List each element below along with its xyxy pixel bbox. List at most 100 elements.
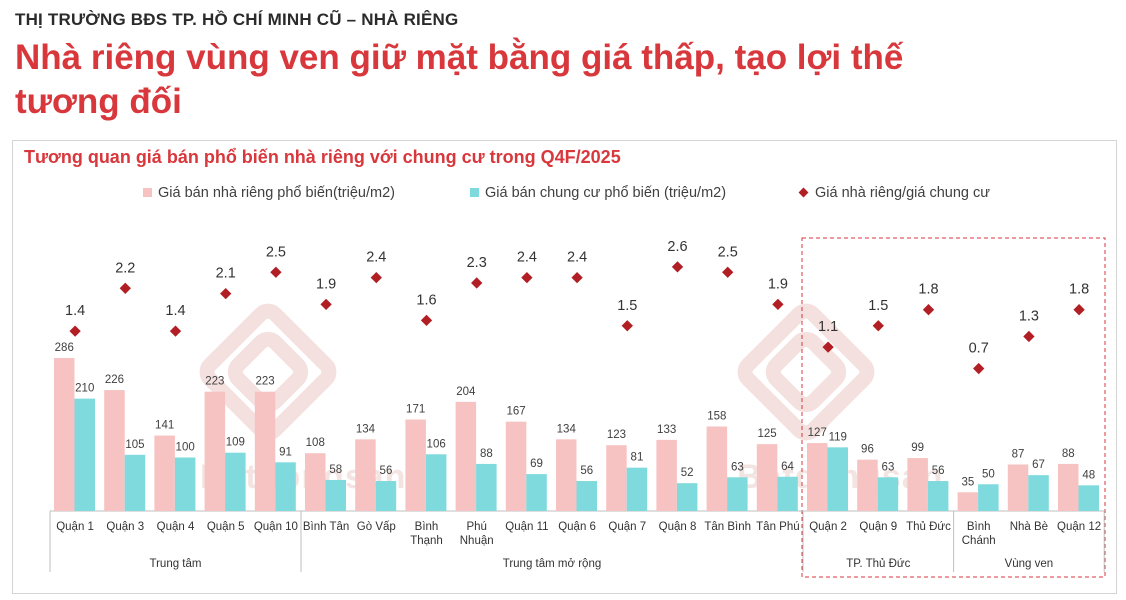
bar-condo bbox=[827, 447, 848, 511]
ratio-marker bbox=[69, 325, 81, 337]
category-label: Quận 1 bbox=[56, 521, 94, 533]
category-label: Phú bbox=[466, 521, 486, 533]
ratio-label: 0.7 bbox=[969, 341, 989, 357]
category-label: Tân Phú bbox=[756, 521, 799, 533]
bar-label-condo: 119 bbox=[829, 431, 847, 443]
bar-house bbox=[104, 390, 125, 511]
bar-label-condo: 64 bbox=[781, 461, 794, 473]
bar-house bbox=[455, 401, 477, 511]
bar-label-house: 125 bbox=[757, 428, 776, 440]
bar-condo bbox=[174, 457, 196, 511]
ratio-marker bbox=[169, 325, 182, 337]
category-label: Bình Tân bbox=[303, 521, 349, 533]
bar-house bbox=[1058, 463, 1079, 511]
bar-label-house: 204 bbox=[456, 386, 476, 398]
bar-condo bbox=[476, 463, 497, 511]
ratio-marker bbox=[621, 320, 633, 332]
bar-condo bbox=[425, 454, 447, 511]
bar-label-house: 134 bbox=[557, 423, 577, 435]
bar-condo bbox=[526, 474, 547, 511]
group-label: Trung tâm bbox=[150, 558, 202, 570]
bar-condo bbox=[927, 481, 949, 511]
bar-label-house: 141 bbox=[155, 420, 174, 432]
ratio-label: 1.3 bbox=[1019, 308, 1039, 324]
ratio-label: 2.1 bbox=[216, 266, 236, 282]
ratio-label: 1.6 bbox=[416, 292, 436, 308]
category-label: Quận 6 bbox=[558, 521, 596, 533]
bar-label-condo: 91 bbox=[279, 446, 292, 458]
category-label: Quận 9 bbox=[859, 521, 897, 533]
category-label: Quận 7 bbox=[608, 521, 646, 533]
ratio-label: 2.5 bbox=[266, 244, 286, 260]
bar-house bbox=[305, 453, 326, 511]
ratio-label: 1.4 bbox=[65, 303, 85, 319]
bar-label-condo: 56 bbox=[932, 465, 945, 477]
ratio-label: 2.4 bbox=[567, 250, 587, 266]
ratio-marker bbox=[420, 314, 433, 327]
bar-house bbox=[706, 426, 728, 511]
bar-house bbox=[54, 357, 75, 511]
bar-label-condo: 58 bbox=[329, 464, 342, 476]
group-label: Vùng ven bbox=[1005, 558, 1054, 570]
bar-label-condo: 48 bbox=[1082, 469, 1095, 481]
category-label: Quận 3 bbox=[106, 521, 144, 533]
ratio-label: 1.5 bbox=[868, 298, 888, 314]
ratio-marker bbox=[722, 266, 734, 278]
group-label: TP. Thủ Đức bbox=[846, 558, 910, 570]
category-label: Quận 12 bbox=[1057, 521, 1101, 533]
category-label: Quận 10 bbox=[254, 521, 298, 533]
bar-label-house: 127 bbox=[808, 427, 827, 439]
bar-house bbox=[405, 419, 426, 511]
bar-label-house: 108 bbox=[306, 437, 325, 449]
legend-label-ratio: Giá nhà riêng/giá chung cư bbox=[815, 185, 990, 201]
category-label: Tân Bình bbox=[704, 521, 751, 533]
section-kicker: THỊ TRƯỜNG BĐS TP. HỒ CHÍ MINH CŨ – NHÀ … bbox=[15, 10, 459, 29]
category-label: Nhà Bè bbox=[1010, 521, 1048, 533]
ratio-marker bbox=[320, 298, 332, 311]
bar-house bbox=[807, 443, 828, 511]
bar-label-condo: 50 bbox=[982, 468, 995, 480]
watermark-logo-right bbox=[737, 303, 875, 441]
ratio-label: 2.4 bbox=[366, 250, 386, 266]
bar-condo bbox=[275, 462, 296, 511]
bar-condo bbox=[1078, 485, 1099, 511]
category-label: Chánh bbox=[962, 535, 996, 547]
watermark-logo-left bbox=[199, 303, 337, 441]
bar-label-house: 123 bbox=[607, 429, 626, 441]
highlight-box bbox=[801, 237, 1106, 578]
bar-label-condo: 100 bbox=[176, 442, 195, 454]
category-label: Quận 5 bbox=[207, 521, 245, 533]
bar-house bbox=[756, 444, 778, 511]
ratio-marker bbox=[671, 261, 684, 273]
ratio-marker bbox=[772, 298, 784, 311]
bar-label-condo: 69 bbox=[530, 458, 543, 470]
category-label: Gò Vấp bbox=[357, 521, 396, 533]
bar-label-condo: 105 bbox=[125, 439, 144, 451]
bar-house bbox=[355, 439, 376, 511]
page-headline: Nhà riêng vùng ven giữ mặt bằng giá thấp… bbox=[15, 38, 904, 121]
bar-condo bbox=[676, 483, 698, 511]
bar-condo bbox=[325, 479, 346, 511]
bar-condo bbox=[777, 476, 798, 511]
bar-house bbox=[606, 445, 627, 511]
bar-house bbox=[204, 391, 226, 511]
bar-condo bbox=[225, 452, 246, 511]
bar-label-condo: 210 bbox=[75, 383, 94, 395]
ratio-marker bbox=[922, 304, 935, 316]
ratio-label: 2.2 bbox=[115, 260, 135, 276]
bar-label-condo: 52 bbox=[681, 467, 694, 479]
bar-label-house: 133 bbox=[657, 424, 676, 436]
bar-label-condo: 63 bbox=[731, 461, 744, 473]
bar-label-house: 134 bbox=[356, 423, 376, 435]
bar-label-condo: 67 bbox=[1032, 459, 1045, 471]
bar-house bbox=[957, 492, 979, 511]
legend-swatch-condo bbox=[470, 187, 479, 197]
bar-house bbox=[556, 439, 577, 511]
bar-label-house: 223 bbox=[255, 376, 274, 388]
bar-label-house: 35 bbox=[961, 476, 974, 488]
bar-condo bbox=[877, 477, 899, 511]
bar-label-house: 226 bbox=[105, 374, 124, 386]
ratio-marker bbox=[571, 271, 583, 284]
ratio-marker bbox=[973, 362, 985, 375]
